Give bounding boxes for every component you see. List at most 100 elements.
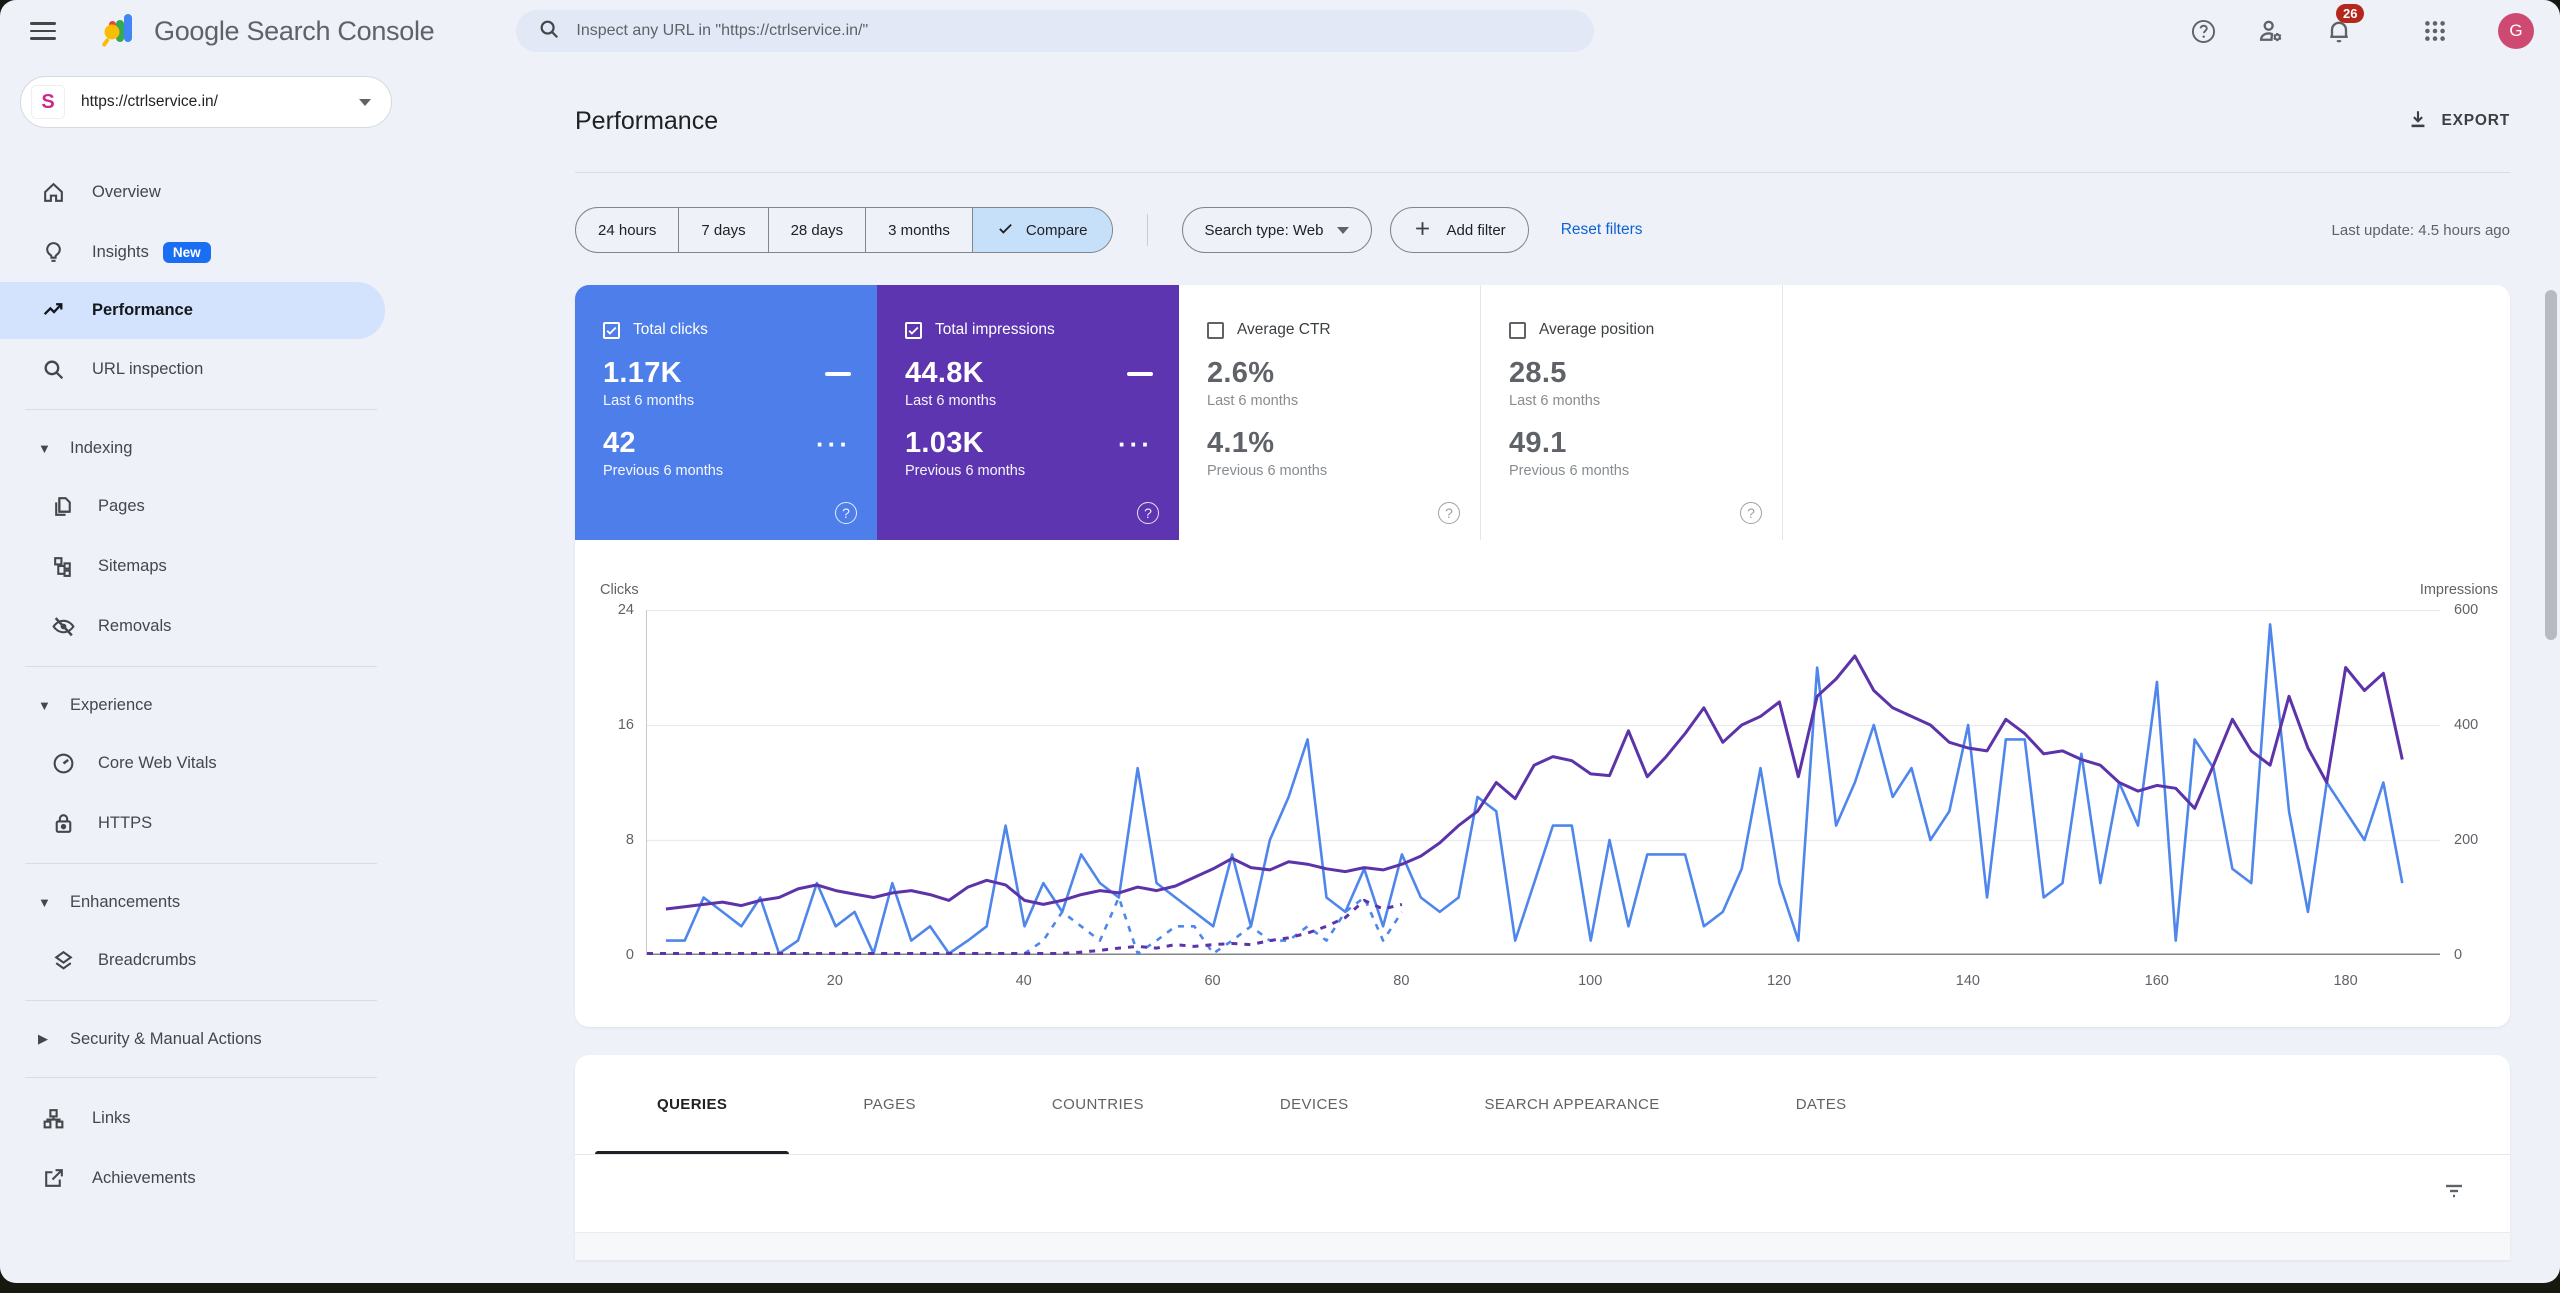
sidebar-item-url-inspection[interactable]: URL inspection xyxy=(0,339,485,399)
metric-card-total-impressions[interactable]: Total impressions 44.8K Last 6 months 1.… xyxy=(877,285,1179,540)
metric-value-current: 2.6% xyxy=(1207,357,1275,389)
right-tick-label: 600 xyxy=(2454,602,2479,618)
property-favicon: S xyxy=(31,85,65,119)
account-avatar[interactable]: G xyxy=(2498,13,2534,49)
series-clicks-last-6-months xyxy=(665,623,2404,955)
sidebar-item-breadcrumbs[interactable]: Breadcrumbs xyxy=(0,930,485,990)
metric-card-average-ctr[interactable]: Average CTR 2.6% Last 6 months 4.1% Prev… xyxy=(1179,285,1481,540)
metric-label: Average position xyxy=(1539,321,1655,338)
layers-icon xyxy=(50,947,76,973)
search-icon xyxy=(538,18,560,45)
sidebar-item-https[interactable]: HTTPS xyxy=(0,793,485,853)
export-button[interactable]: EXPORT xyxy=(2407,108,2510,135)
tab-devices[interactable]: DEVICES xyxy=(1279,1096,1349,1113)
compare-label: Compare xyxy=(1025,221,1088,239)
sidebar-item-label: Removals xyxy=(98,616,172,635)
section-label: Indexing xyxy=(70,438,133,457)
legend-dashed-line: ··· xyxy=(1118,428,1153,459)
checkbox-checked-icon[interactable] xyxy=(603,321,620,339)
url-inspect-search-input[interactable]: Inspect any URL in "https://ctrlservice.… xyxy=(516,10,1595,52)
tab-queries[interactable]: QUERIES xyxy=(589,1055,795,1154)
help-icon[interactable]: ? xyxy=(1438,502,1460,524)
checkbox-unchecked-icon[interactable] xyxy=(1207,321,1224,339)
chip-3-months[interactable]: 3 months xyxy=(866,208,973,252)
add-filter-button[interactable]: Add filter xyxy=(1390,207,1529,253)
help-icon[interactable]: ? xyxy=(1137,502,1159,524)
chip-24-hours[interactable]: 24 hours xyxy=(576,208,680,252)
metric-sub-current: Last 6 months xyxy=(603,393,695,409)
sidebar-item-sitemaps[interactable]: Sitemaps xyxy=(0,536,485,596)
open-in-new-icon xyxy=(40,1165,66,1191)
manage-users-button[interactable] xyxy=(2256,16,2286,46)
chip-7-days[interactable]: 7 days xyxy=(679,208,769,252)
search-console-logo-icon xyxy=(100,9,140,54)
metric-sub-previous: Previous 6 months xyxy=(905,463,1026,479)
help-button[interactable] xyxy=(2188,16,2218,46)
property-selector[interactable]: S https://ctrlservice.in/ xyxy=(20,76,392,128)
divider xyxy=(575,172,2510,173)
sidebar-item-insights[interactable]: Insights New xyxy=(0,222,485,282)
google-apps-button[interactable] xyxy=(2420,16,2450,46)
help-icon[interactable]: ? xyxy=(835,502,857,524)
metric-label: Average CTR xyxy=(1237,321,1331,338)
filter-list-icon[interactable] xyxy=(2442,1179,2466,1208)
divider xyxy=(25,863,377,864)
scrollbar-thumb[interactable] xyxy=(2545,290,2557,640)
tab-search-appearance[interactable]: SEARCH APPEARANCE xyxy=(1484,1096,1660,1113)
chevron-expanded-icon: ▼ xyxy=(38,440,51,456)
chevron-expanded-icon: ▼ xyxy=(38,894,51,910)
chip-compare[interactable]: Compare xyxy=(972,208,1112,252)
plot-area[interactable]: 20 40 60 80 100 120 140 160 180 xyxy=(646,610,2440,999)
sidebar-item-core-web-vitals[interactable]: Core Web Vitals xyxy=(0,733,485,793)
checkbox-unchecked-icon[interactable] xyxy=(1509,321,1526,339)
metric-sub-previous: Previous 6 months xyxy=(1207,463,1328,479)
section-label: Enhancements xyxy=(70,892,181,911)
sidebar-item-label: Achievements xyxy=(92,1168,196,1187)
sidebar-section-experience[interactable]: ▼ Experience xyxy=(0,677,485,733)
tab-countries[interactable]: COUNTRIES xyxy=(1051,1096,1144,1113)
sidebar-section-enhancements[interactable]: ▼ Enhancements xyxy=(0,874,485,930)
sidebar-section-security-manual-actions[interactable]: ▶ Security & Manual Actions xyxy=(0,1011,485,1067)
divider xyxy=(1146,214,1148,246)
pages-icon xyxy=(50,493,76,519)
sidebar-item-achievements[interactable]: Achievements xyxy=(0,1148,485,1208)
tab-dates[interactable]: DATES xyxy=(1795,1096,1847,1113)
filter-bar: 24 hours 7 days 28 days 3 months Compare… xyxy=(575,207,2510,253)
add-filter-label: Add filter xyxy=(1446,221,1506,239)
help-icon[interactable]: ? xyxy=(1740,502,1762,524)
notifications-button[interactable]: 26 xyxy=(2324,4,2365,46)
chevron-collapsed-icon: ▶ xyxy=(38,1031,48,1046)
tab-pages[interactable]: PAGES xyxy=(863,1096,916,1113)
export-label: EXPORT xyxy=(2441,112,2510,129)
metric-card-average-position[interactable]: Average position 28.5 Last 6 months 49.1… xyxy=(1481,285,1783,540)
sidebar-item-label: Insights xyxy=(92,242,149,261)
top-bar-actions: 26 G xyxy=(2188,4,2560,49)
table-footer-strip xyxy=(575,1232,2510,1260)
sidebar-section-indexing[interactable]: ▼ Indexing xyxy=(0,420,485,476)
metric-sub-current: Last 6 months xyxy=(1509,393,1601,409)
right-axis-ticks: 600 400 200 0 xyxy=(2440,598,2510,999)
sidebar-item-pages[interactable]: Pages xyxy=(0,476,485,536)
sidebar-item-removals[interactable]: Removals xyxy=(0,596,485,656)
sidebar-item-links[interactable]: Links xyxy=(0,1088,485,1148)
reset-filters-link[interactable]: Reset filters xyxy=(1560,221,1643,238)
series-impressions-last-6-months xyxy=(665,654,2404,911)
sidebar-item-label: Overview xyxy=(92,182,161,201)
left-tick-label: 16 xyxy=(617,717,634,733)
metric-card-total-clicks[interactable]: Total clicks 1.17K Last 6 months 42 ··· P… xyxy=(575,285,877,540)
checkbox-checked-icon[interactable] xyxy=(905,321,922,339)
x-axis-tick-label: 160 xyxy=(2144,973,2169,989)
search-type-dropdown[interactable]: Search type: Web xyxy=(1181,207,1373,253)
series-impressions-previous-6-months xyxy=(647,898,1403,955)
legend-dashed-line: ··· xyxy=(816,428,851,459)
metric-sub-current: Last 6 months xyxy=(905,393,997,409)
x-axis-tick-label: 140 xyxy=(1955,973,1980,989)
hamburger-menu-icon[interactable] xyxy=(30,18,56,44)
sidebar: S https://ctrlservice.in/ Overview Insig… xyxy=(0,62,485,1260)
sidebar-item-label: Links xyxy=(92,1108,131,1127)
last-update-text: Last update: 4.5 hours ago xyxy=(2331,221,2510,239)
sidebar-item-overview[interactable]: Overview xyxy=(0,162,485,222)
chip-28-days[interactable]: 28 days xyxy=(769,208,867,252)
sidebar-item-label: Sitemaps xyxy=(98,556,167,575)
sidebar-item-performance[interactable]: Performance xyxy=(0,282,385,339)
